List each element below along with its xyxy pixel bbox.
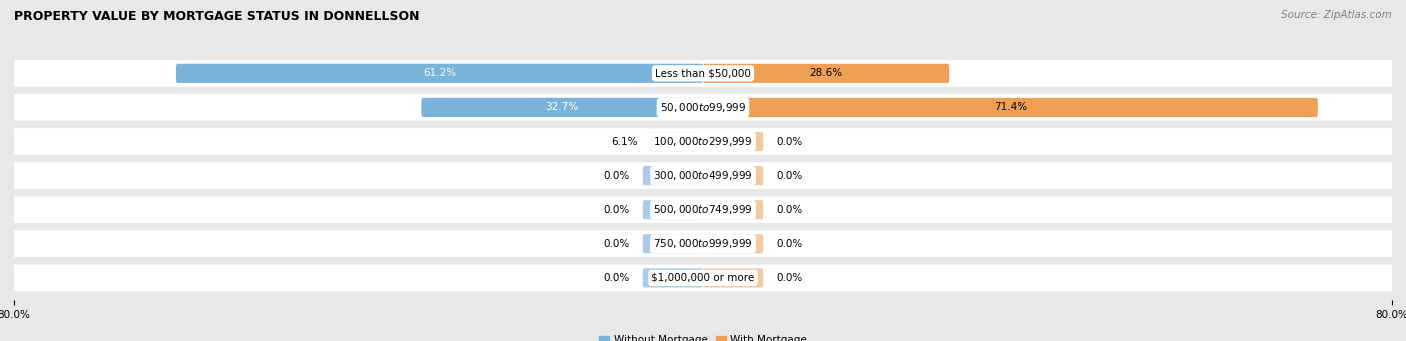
Text: 0.0%: 0.0% (776, 136, 803, 147)
Text: $750,000 to $999,999: $750,000 to $999,999 (654, 237, 752, 250)
FancyBboxPatch shape (176, 64, 703, 83)
FancyBboxPatch shape (0, 265, 1406, 291)
FancyBboxPatch shape (703, 200, 763, 219)
Text: 71.4%: 71.4% (994, 102, 1026, 113)
Text: 32.7%: 32.7% (546, 102, 579, 113)
FancyBboxPatch shape (0, 94, 1406, 121)
Text: 0.0%: 0.0% (776, 273, 803, 283)
Text: 61.2%: 61.2% (423, 68, 456, 78)
Text: 0.0%: 0.0% (776, 205, 803, 215)
FancyBboxPatch shape (703, 268, 763, 287)
FancyBboxPatch shape (643, 166, 703, 185)
FancyBboxPatch shape (643, 234, 703, 253)
Text: Less than $50,000: Less than $50,000 (655, 68, 751, 78)
FancyBboxPatch shape (422, 98, 703, 117)
FancyBboxPatch shape (0, 60, 1406, 87)
Text: $1,000,000 or more: $1,000,000 or more (651, 273, 755, 283)
FancyBboxPatch shape (703, 64, 949, 83)
Legend: Without Mortgage, With Mortgage: Without Mortgage, With Mortgage (595, 331, 811, 341)
Text: 28.6%: 28.6% (810, 68, 842, 78)
Text: 0.0%: 0.0% (603, 205, 630, 215)
FancyBboxPatch shape (0, 231, 1406, 257)
Text: 6.1%: 6.1% (612, 136, 637, 147)
Text: 0.0%: 0.0% (603, 170, 630, 181)
Text: $500,000 to $749,999: $500,000 to $749,999 (654, 203, 752, 216)
FancyBboxPatch shape (651, 132, 703, 151)
Text: 0.0%: 0.0% (776, 170, 803, 181)
FancyBboxPatch shape (0, 128, 1406, 155)
Text: $100,000 to $299,999: $100,000 to $299,999 (654, 135, 752, 148)
FancyBboxPatch shape (703, 234, 763, 253)
Text: 0.0%: 0.0% (603, 239, 630, 249)
Text: PROPERTY VALUE BY MORTGAGE STATUS IN DONNELLSON: PROPERTY VALUE BY MORTGAGE STATUS IN DON… (14, 10, 419, 23)
Text: 0.0%: 0.0% (776, 239, 803, 249)
Text: $300,000 to $499,999: $300,000 to $499,999 (654, 169, 752, 182)
Text: Source: ZipAtlas.com: Source: ZipAtlas.com (1281, 10, 1392, 20)
FancyBboxPatch shape (643, 200, 703, 219)
FancyBboxPatch shape (0, 196, 1406, 223)
Text: $50,000 to $99,999: $50,000 to $99,999 (659, 101, 747, 114)
FancyBboxPatch shape (703, 166, 763, 185)
FancyBboxPatch shape (703, 98, 1317, 117)
FancyBboxPatch shape (643, 268, 703, 287)
Text: 0.0%: 0.0% (603, 273, 630, 283)
FancyBboxPatch shape (703, 132, 763, 151)
FancyBboxPatch shape (0, 162, 1406, 189)
